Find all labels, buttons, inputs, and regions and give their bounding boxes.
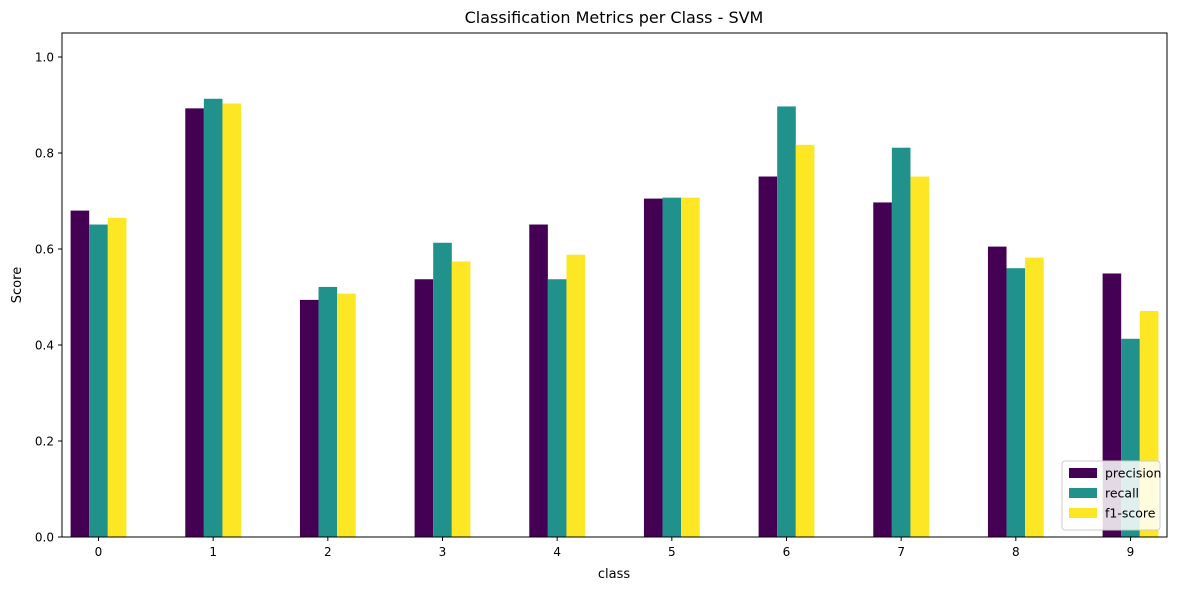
y-tick-label: 0.2 (35, 435, 54, 449)
y-tick-label: 0.6 (35, 243, 54, 257)
bar-f1-score-class-3 (451, 261, 471, 537)
y-tick-label: 0.0 (35, 531, 54, 545)
x-axis-ticks: 0 1 2 3 4 5 6 7 8 9 (95, 537, 1135, 559)
bar-f1-score-class-6 (795, 144, 815, 537)
y-tick-label: 1.0 (35, 51, 54, 65)
bar-precision-class-1 (185, 108, 204, 538)
bar-recall-class-1 (203, 98, 223, 537)
bar-precision-class-2 (299, 299, 319, 537)
bar-f1-score-class-0 (107, 217, 127, 538)
bar-recall-class-7 (891, 147, 911, 537)
bar-f1-score-class-5 (681, 197, 700, 537)
x-tick-label: 5 (668, 545, 676, 559)
bar-f1-score-class-2 (337, 293, 356, 537)
x-tick-label: 7 (897, 545, 905, 559)
x-tick-label: 4 (553, 545, 561, 559)
bar-recall-class-0 (89, 224, 108, 537)
bar-recall-class-5 (662, 197, 682, 537)
x-tick-label: 6 (783, 545, 791, 559)
bar-f1-score-class-1 (222, 103, 242, 537)
bar-recall-class-2 (318, 286, 338, 537)
legend-swatch-precision (1069, 468, 1097, 478)
legend-label-precision: precision (1105, 466, 1161, 481)
x-tick-label: 8 (1012, 545, 1020, 559)
bar-f1-score-class-4 (566, 254, 586, 537)
bar-recall-class-8 (1006, 268, 1026, 537)
x-axis-label: class (598, 567, 630, 582)
y-tick-label: 0.4 (35, 339, 54, 353)
chart-title: Classification Metrics per Class - SVM (465, 8, 764, 27)
x-tick-label: 2 (324, 545, 332, 559)
bar-f1-score-class-7 (910, 176, 930, 537)
bars-group (70, 98, 1159, 538)
bar-recall-class-4 (547, 279, 567, 537)
bar-recall-class-6 (777, 106, 796, 537)
y-axis-label: Score (10, 267, 25, 303)
legend-label-f1-score: f1-score (1105, 506, 1156, 521)
y-tick-label: 0.8 (35, 147, 54, 161)
bar-precision-class-3 (414, 279, 434, 537)
bar-recall-class-3 (433, 242, 452, 537)
bar-precision-class-8 (987, 246, 1007, 537)
legend-swatch-recall (1069, 488, 1097, 498)
x-tick-label: 3 (439, 545, 447, 559)
x-tick-label: 1 (209, 545, 217, 559)
plot-frame (61, 32, 1168, 538)
bar-precision-class-0 (70, 210, 90, 537)
bar-precision-class-4 (529, 224, 548, 537)
y-axis-ticks: 0.0 0.2 0.4 0.6 0.8 1.0 (35, 51, 62, 545)
legend-label-recall: recall (1105, 486, 1139, 501)
legend: precision recall f1-score (1061, 460, 1161, 531)
legend-swatch-f1-score (1069, 508, 1097, 518)
bar-f1-score-class-8 (1025, 257, 1044, 537)
bar-precision-class-6 (758, 176, 778, 537)
x-tick-label: 0 (95, 545, 103, 559)
bar-precision-class-7 (873, 202, 892, 537)
bar-precision-class-5 (643, 198, 663, 537)
x-tick-label: 9 (1127, 545, 1135, 559)
